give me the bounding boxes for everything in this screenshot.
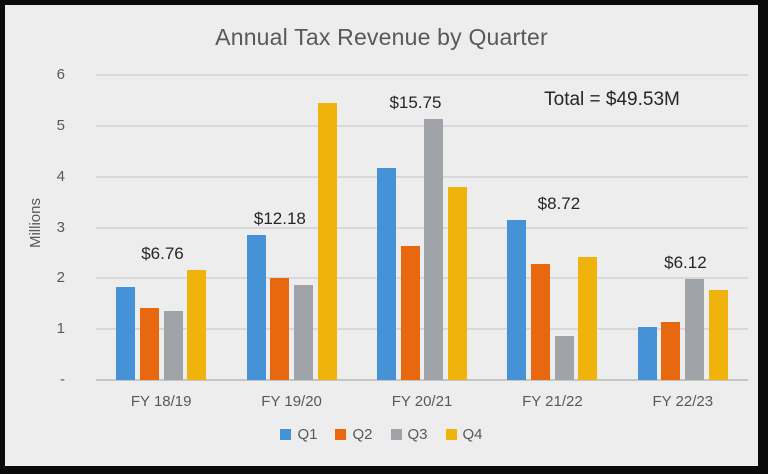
- legend-swatch-q3: [390, 429, 402, 440]
- total-annotation: Total = $49.53M: [544, 89, 680, 110]
- bar-q4-1: [317, 103, 337, 380]
- y-tick-label: -: [60, 371, 65, 388]
- legend-item-q4: Q4: [445, 426, 483, 443]
- bar-q3-0: [163, 311, 183, 380]
- bar-q1-1: [246, 234, 266, 380]
- bar-q2-2: [400, 245, 420, 380]
- bar-q3-3: [554, 336, 574, 380]
- bar-q1-0: [116, 286, 136, 380]
- gridline: [96, 124, 748, 127]
- bar-q4-4: [708, 289, 728, 380]
- chart-title: Annual Tax Revenue by Quarter: [215, 24, 548, 50]
- legend-item-q1: Q1: [280, 426, 317, 443]
- gridline: [96, 328, 748, 331]
- bar-q4-3: [578, 256, 598, 380]
- legend-label: Q1: [297, 426, 318, 443]
- group-total-label: $8.72: [537, 193, 581, 213]
- legend-label: Q3: [407, 426, 428, 443]
- gridline: [96, 175, 748, 178]
- bar-q3-4: [685, 278, 705, 380]
- bar-q2-4: [661, 321, 681, 380]
- bar-q3-1: [293, 284, 313, 380]
- legend-swatch-q1: [280, 429, 292, 440]
- legend-item-q2: Q2: [335, 426, 373, 443]
- x-axis-line: [96, 379, 748, 381]
- bar-q1-2: [376, 167, 396, 380]
- bar-q4-2: [448, 186, 467, 380]
- group-total-label: $6.76: [141, 243, 184, 263]
- y-tick-label: 6: [56, 66, 65, 83]
- bar-q3-2: [424, 119, 444, 380]
- x-axis-label: FY 20/21: [391, 393, 453, 410]
- x-axis-label: FY 21/22: [522, 393, 583, 410]
- legend-label: Q2: [352, 426, 373, 443]
- legend-swatch-q4: [445, 429, 457, 440]
- bar-q2-0: [139, 308, 159, 380]
- legend: Q1 Q2 Q3 Q4: [5, 426, 758, 443]
- x-axis-label: FY 22/23: [652, 393, 714, 410]
- gridline: [96, 226, 748, 229]
- gridline: [96, 74, 748, 76]
- group-total-label: $12.18: [253, 208, 306, 228]
- bar-q2-1: [270, 277, 290, 380]
- bar-q1-3: [507, 219, 527, 380]
- legend-label: Q4: [462, 426, 483, 443]
- x-axis-label: FY 19/20: [261, 393, 322, 410]
- y-tick-label: 3: [56, 218, 65, 236]
- bar-q4-0: [187, 269, 207, 380]
- y-tick-label: 4: [56, 167, 65, 185]
- bar-q1-4: [637, 327, 657, 380]
- x-axis-label: FY 18/19: [130, 393, 192, 410]
- legend-item-q3: Q3: [390, 426, 428, 443]
- group-total-label: $15.75: [389, 93, 442, 113]
- gridline: [96, 277, 748, 280]
- chart-surface: Annual Tax Revenue by Quarter Total = $4…: [5, 5, 758, 466]
- y-tick-label: 1: [56, 320, 65, 338]
- bar-q2-3: [531, 263, 551, 380]
- y-tick-label: 5: [56, 116, 65, 134]
- legend-swatch-q2: [335, 429, 347, 440]
- group-total-label: $6.12: [664, 252, 707, 272]
- y-tick-label: 2: [56, 269, 65, 287]
